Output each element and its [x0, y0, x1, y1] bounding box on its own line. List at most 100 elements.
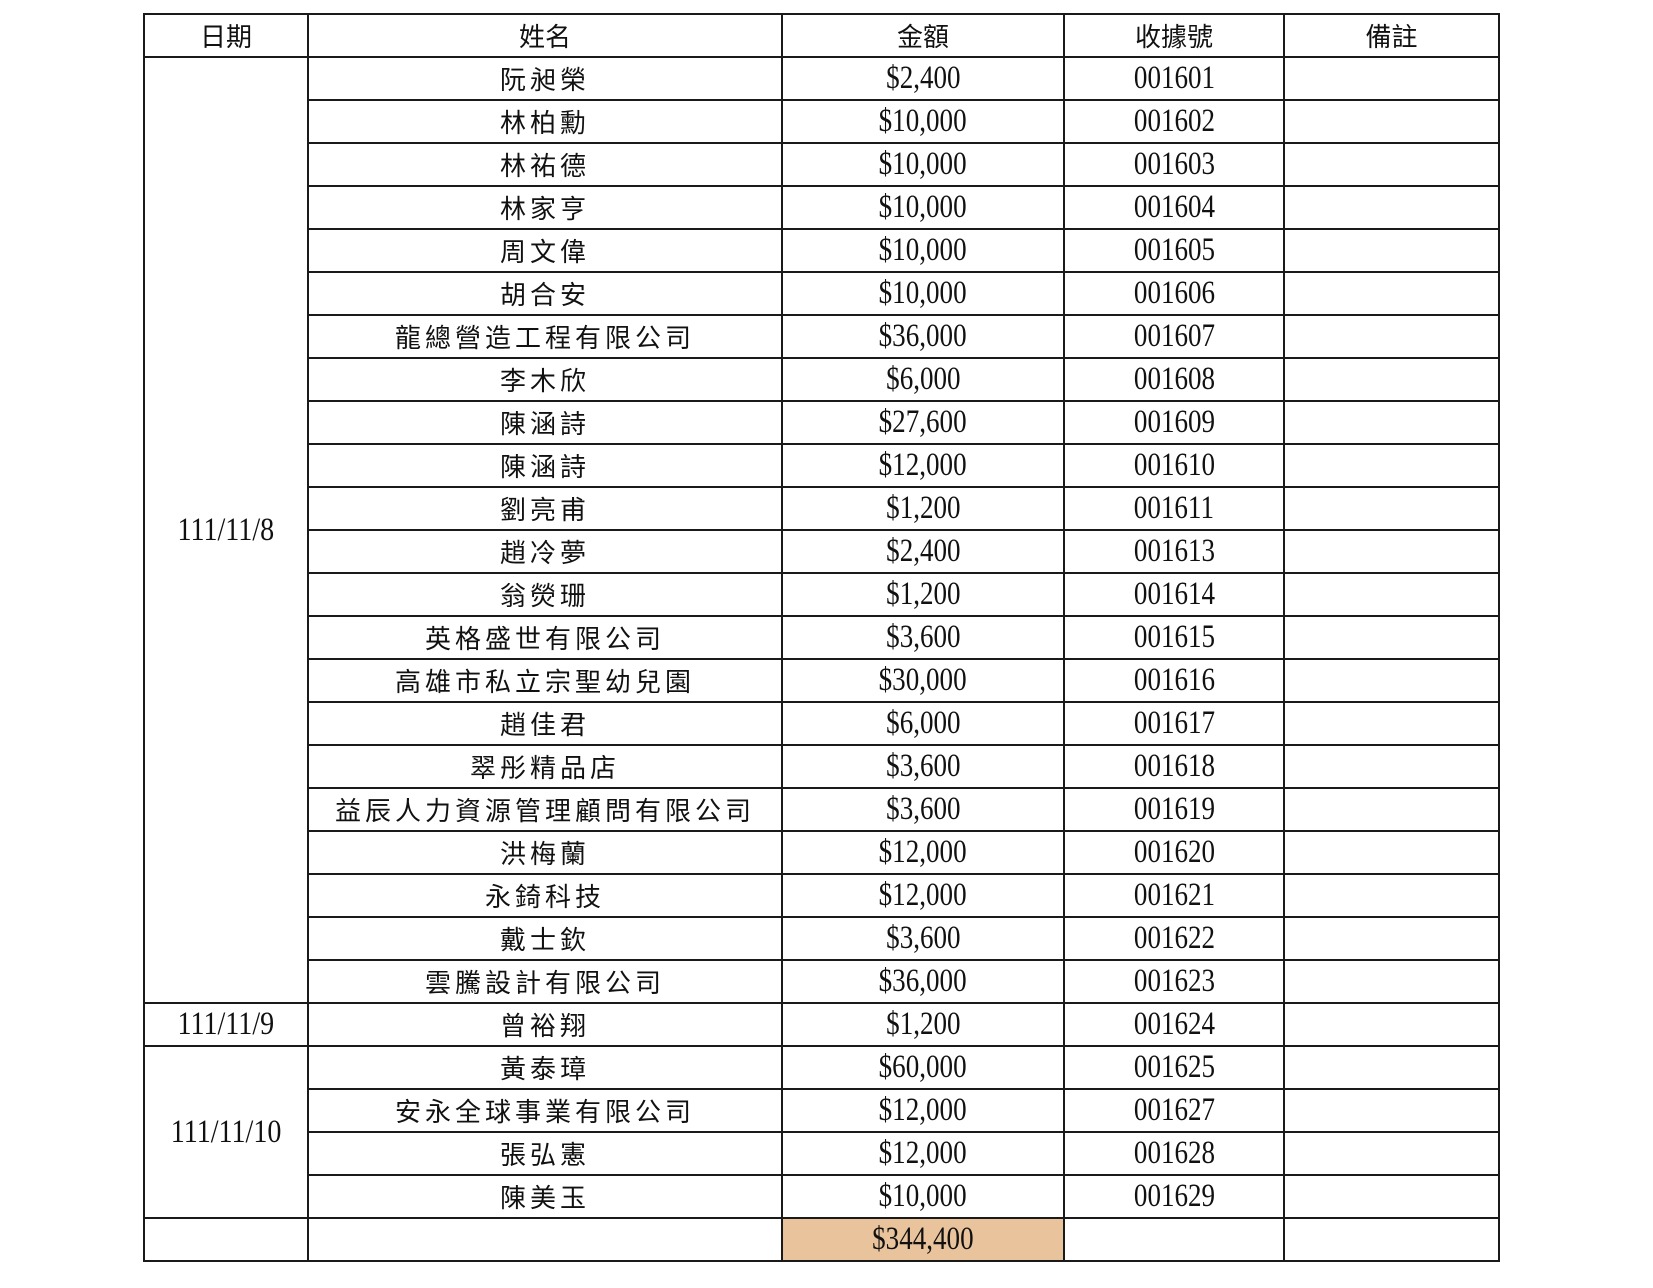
name-cell: 翁熒珊 [307, 572, 783, 617]
receipt-cell: 001609 [1063, 400, 1285, 445]
donation-table: 日期 姓名 金額 收據號 備註 111/11/8 阮昶榮 $2,400 001601 林… [143, 13, 1500, 1262]
note-cell [1283, 916, 1500, 961]
name-cell: 雲騰設計有限公司 [307, 959, 783, 1004]
header-amount: 金額 [781, 13, 1065, 58]
total-name-cell [307, 1217, 783, 1262]
table-row: 永錡科技 $12,000 001621 [144, 873, 1500, 918]
receipt-cell: 001611 [1063, 486, 1285, 531]
date-cell: 111/11/10 [143, 1045, 309, 1219]
note-cell [1283, 1131, 1500, 1176]
name-cell: 林柏勳 [307, 99, 783, 144]
table-row: 周文偉 $10,000 001605 [144, 228, 1500, 273]
note-cell [1283, 1002, 1500, 1047]
amount-cell: $2,400 [781, 529, 1065, 574]
note-cell [1283, 744, 1500, 789]
note-cell [1283, 959, 1500, 1004]
table-row: 翁熒珊 $1,200 001614 [144, 572, 1500, 617]
table-row: 林祐德 $10,000 001603 [144, 142, 1500, 187]
receipt-cell: 001605 [1063, 228, 1285, 273]
table-row: 龍總營造工程有限公司 $36,000 001607 [144, 314, 1500, 359]
receipt-cell: 001610 [1063, 443, 1285, 488]
amount-cell: $36,000 [781, 959, 1065, 1004]
name-cell: 阮昶榮 [307, 56, 783, 101]
note-cell [1283, 400, 1500, 445]
name-cell: 張弘憲 [307, 1131, 783, 1176]
note-cell [1283, 1088, 1500, 1133]
name-cell: 趙佳君 [307, 701, 783, 746]
name-cell: 洪梅蘭 [307, 830, 783, 875]
receipt-cell: 001603 [1063, 142, 1285, 187]
note-cell [1283, 1045, 1500, 1090]
amount-cell: $1,200 [781, 572, 1065, 617]
note-cell [1283, 142, 1500, 187]
amount-cell: $10,000 [781, 271, 1065, 316]
date-cell: 111/11/9 [143, 1002, 309, 1047]
receipt-cell: 001601 [1063, 56, 1285, 101]
total-receipt-cell [1063, 1217, 1285, 1262]
note-cell [1283, 572, 1500, 617]
table-row: 英格盛世有限公司 $3,600 001615 [144, 615, 1500, 660]
receipt-cell: 001618 [1063, 744, 1285, 789]
table-row: 趙佳君 $6,000 001617 [144, 701, 1500, 746]
name-cell: 趙冷夢 [307, 529, 783, 574]
amount-cell: $12,000 [781, 443, 1065, 488]
table-row: 林家亨 $10,000 001604 [144, 185, 1500, 230]
table-row: 胡合安 $10,000 001606 [144, 271, 1500, 316]
name-cell: 曾裕翔 [307, 1002, 783, 1047]
amount-cell: $10,000 [781, 1174, 1065, 1219]
receipt-cell: 001607 [1063, 314, 1285, 359]
name-cell: 李木欣 [307, 357, 783, 402]
table-row: 安永全球事業有限公司 $12,000 001627 [144, 1088, 1500, 1133]
receipt-cell: 001617 [1063, 701, 1285, 746]
amount-cell: $36,000 [781, 314, 1065, 359]
amount-cell: $2,400 [781, 56, 1065, 101]
amount-cell: $12,000 [781, 1131, 1065, 1176]
receipt-cell: 001606 [1063, 271, 1285, 316]
amount-cell: $12,000 [781, 873, 1065, 918]
name-cell: 陳涵詩 [307, 443, 783, 488]
receipt-cell: 001624 [1063, 1002, 1285, 1047]
amount-cell: $10,000 [781, 185, 1065, 230]
table-row: 高雄市私立宗聖幼兒園 $30,000 001616 [144, 658, 1500, 703]
note-cell [1283, 56, 1500, 101]
amount-cell: $1,200 [781, 486, 1065, 531]
table-row: 張弘憲 $12,000 001628 [144, 1131, 1500, 1176]
table-row: 111/11/10 黃泰璋 $60,000 001625 [143, 1045, 1500, 1219]
receipt-cell: 001613 [1063, 529, 1285, 574]
receipt-cell: 001616 [1063, 658, 1285, 703]
table-row: 劉亮甫 $1,200 001611 [144, 486, 1500, 531]
receipt-cell: 001602 [1063, 99, 1285, 144]
receipt-cell: 001604 [1063, 185, 1285, 230]
table-row: 益辰人力資源管理顧問有限公司 $3,600 001619 [144, 787, 1500, 832]
receipt-cell: 001608 [1063, 357, 1285, 402]
total-note-cell [1283, 1217, 1500, 1262]
receipt-cell: 001621 [1063, 873, 1285, 918]
amount-cell: $3,600 [781, 787, 1065, 832]
name-cell: 陳美玉 [307, 1174, 783, 1219]
amount-cell: $10,000 [781, 142, 1065, 187]
name-cell: 永錡科技 [307, 873, 783, 918]
note-cell [1283, 615, 1500, 660]
amount-cell: $10,000 [781, 228, 1065, 273]
amount-cell: $27,600 [781, 400, 1065, 445]
note-cell [1283, 271, 1500, 316]
amount-cell: $12,000 [781, 1088, 1065, 1133]
amount-cell: $10,000 [781, 99, 1065, 144]
total-row: $344,400 [143, 1217, 1500, 1262]
name-cell: 林祐德 [307, 142, 783, 187]
name-cell: 胡合安 [307, 271, 783, 316]
receipt-cell: 001627 [1063, 1088, 1285, 1133]
amount-cell: $60,000 [781, 1045, 1065, 1090]
table-row: 林柏勳 $10,000 001602 [144, 99, 1500, 144]
amount-cell: $12,000 [781, 830, 1065, 875]
header-date: 日期 [143, 13, 309, 58]
receipt-cell: 001622 [1063, 916, 1285, 961]
table-row: 戴士欽 $3,600 001622 [144, 916, 1500, 961]
header-note: 備註 [1283, 13, 1500, 58]
amount-cell: $6,000 [781, 701, 1065, 746]
note-cell [1283, 99, 1500, 144]
note-cell [1283, 486, 1500, 531]
table-row: 洪梅蘭 $12,000 001620 [144, 830, 1500, 875]
table-row: 陳美玉 $10,000 001629 [144, 1174, 1500, 1219]
name-cell: 龍總營造工程有限公司 [307, 314, 783, 359]
